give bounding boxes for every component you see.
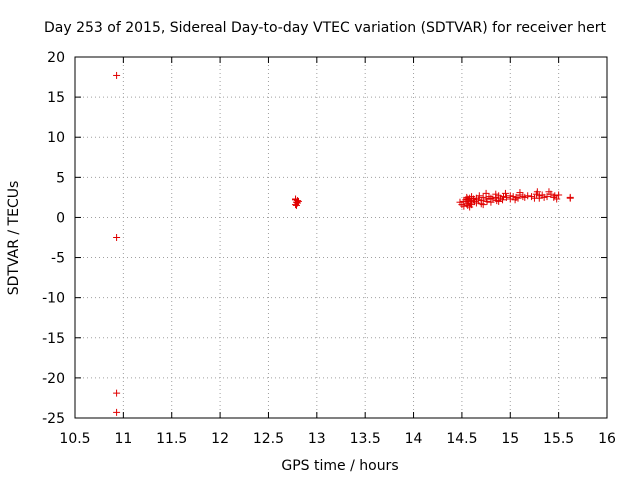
x-tick-label: 14 (405, 431, 423, 447)
y-tick-label: 20 (47, 50, 65, 66)
y-tick-label: -10 (42, 291, 65, 307)
y-tick-label: 15 (47, 90, 65, 106)
data-point (487, 198, 495, 206)
y-tick-label: -20 (42, 371, 65, 387)
x-tick-label: 15 (501, 431, 519, 447)
data-point (550, 193, 558, 201)
data-point (113, 408, 121, 416)
data-point (543, 193, 551, 201)
data-point (113, 389, 121, 397)
data-point (113, 71, 121, 79)
y-tick-label: -25 (42, 411, 65, 427)
data-point (540, 193, 548, 201)
data-point (524, 192, 532, 200)
x-tick-label: 14.5 (446, 431, 477, 447)
data-point (516, 189, 524, 197)
x-tick-label: 11 (114, 431, 132, 447)
data-point (482, 189, 490, 197)
data-point (293, 201, 301, 209)
data-point (506, 195, 514, 203)
data-point (535, 194, 543, 202)
data-point (468, 193, 476, 201)
data-point (555, 191, 563, 199)
y-tick-label: 10 (47, 130, 65, 146)
x-axis-label: GPS time / hours (281, 458, 398, 474)
x-tick-label: 12 (211, 431, 229, 447)
data-point (501, 189, 509, 197)
data-point (551, 192, 559, 200)
data-point (521, 193, 529, 201)
x-tick-label: 13.5 (350, 431, 381, 447)
data-point (511, 196, 519, 204)
y-tick-label: -5 (51, 251, 65, 267)
x-tick-label: 15.5 (543, 431, 574, 447)
data-point (479, 193, 487, 201)
data-point (492, 190, 500, 198)
data-point (553, 195, 561, 203)
data-point (483, 197, 491, 205)
data-point (514, 194, 522, 202)
y-tick-label: -15 (42, 331, 65, 347)
data-point (528, 193, 536, 201)
x-tick-label: 12.5 (253, 431, 284, 447)
data-point (545, 188, 553, 196)
axis-ticks: 10.5 11 11.5 12 12.5 13 13.5 14 14.5 15 15.5 16 -25 -… (42, 50, 616, 447)
data-point (466, 203, 474, 211)
y-tick-label: 5 (56, 170, 65, 186)
data-point (460, 202, 468, 210)
x-tick-label: 11.5 (156, 431, 187, 447)
data-point (294, 197, 302, 205)
x-tick-label: 13 (308, 431, 326, 447)
data-point (463, 193, 471, 201)
grid-lines (75, 57, 607, 418)
x-tick-label: 10.5 (59, 431, 90, 447)
y-axis-label: SDTVAR / TECUs (6, 181, 22, 296)
data-point (479, 201, 487, 209)
x-tick-label: 16 (598, 431, 616, 447)
data-point (495, 197, 503, 205)
plot-frame (74, 56, 608, 419)
chart-title: Day 253 of 2015, Sidereal Day-to-day VTE… (44, 20, 606, 36)
data-point (113, 234, 121, 241)
data-points (113, 71, 574, 416)
data-point (502, 193, 510, 201)
data-point (472, 199, 480, 207)
data-point (499, 196, 507, 204)
data-point (566, 194, 574, 202)
data-point (533, 188, 541, 196)
data-point (292, 196, 300, 204)
y-tick-label: 0 (56, 210, 65, 226)
data-point (475, 192, 483, 200)
